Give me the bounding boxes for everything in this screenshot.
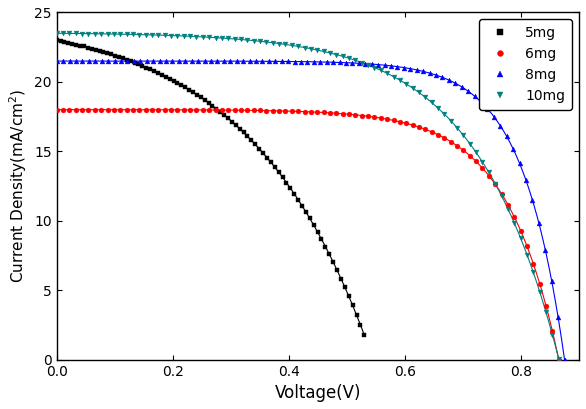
6mg	[396, 119, 403, 124]
8mg	[278, 59, 285, 64]
8mg	[362, 61, 369, 66]
6mg	[53, 107, 60, 112]
Line: 10mg: 10mg	[54, 31, 561, 361]
6mg	[555, 357, 562, 362]
Legend: 5mg, 6mg, 8mg, 10mg: 5mg, 6mg, 8mg, 10mg	[479, 19, 572, 110]
6mg	[352, 112, 359, 117]
Line: 6mg: 6mg	[54, 107, 561, 362]
8mg	[400, 65, 407, 70]
5mg	[326, 252, 333, 256]
6mg	[498, 191, 505, 196]
5mg	[53, 38, 60, 43]
5mg	[189, 90, 196, 95]
5mg	[236, 126, 243, 131]
5mg	[264, 155, 271, 160]
8mg	[53, 58, 60, 63]
10mg	[358, 60, 365, 65]
10mg	[377, 68, 384, 73]
Line: 5mg: 5mg	[54, 38, 367, 337]
X-axis label: Voltage(V): Voltage(V)	[275, 384, 361, 402]
5mg	[240, 130, 247, 135]
10mg	[352, 58, 359, 63]
8mg	[503, 134, 510, 139]
5mg	[361, 333, 368, 337]
10mg	[396, 78, 403, 83]
Y-axis label: Current Density(mA/cm$^2$): Current Density(mA/cm$^2$)	[7, 89, 29, 283]
6mg	[275, 108, 282, 113]
8mg	[561, 357, 568, 362]
Line: 8mg: 8mg	[54, 58, 567, 362]
8mg	[355, 61, 362, 66]
5mg	[252, 142, 259, 147]
10mg	[555, 356, 562, 361]
10mg	[53, 31, 60, 36]
10mg	[498, 193, 505, 198]
6mg	[377, 116, 384, 121]
10mg	[275, 41, 282, 46]
8mg	[381, 63, 388, 67]
6mg	[358, 113, 365, 118]
